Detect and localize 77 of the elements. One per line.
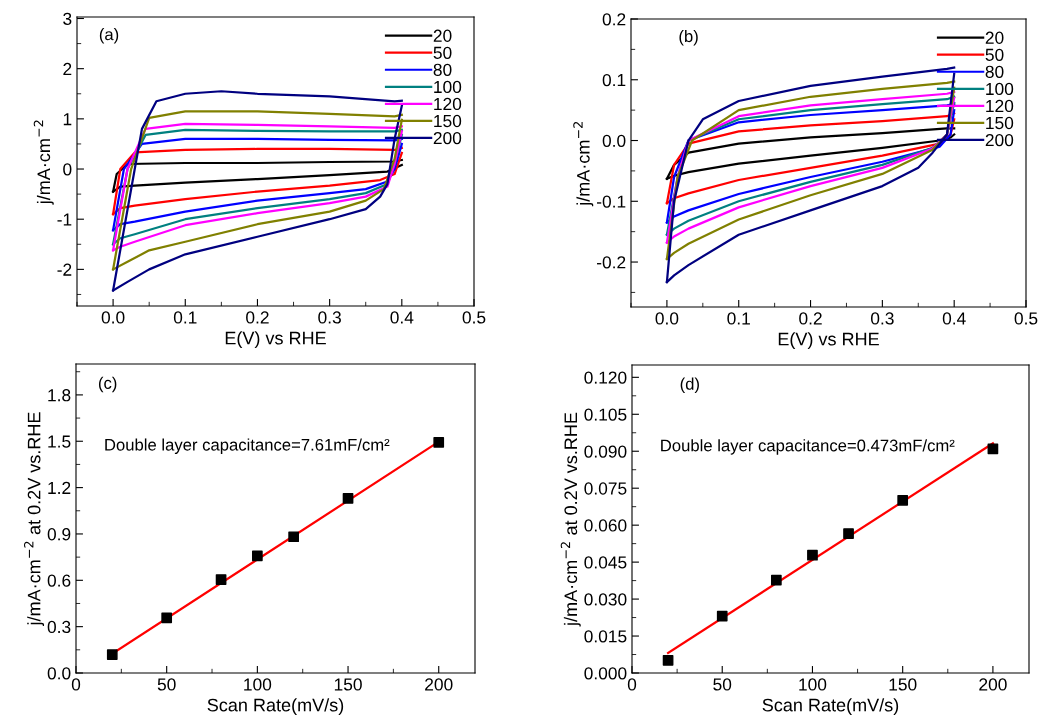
x-tick-label: 0.3 <box>318 311 341 324</box>
y-tick-label: 1.5 <box>48 435 71 448</box>
x-tick-label: 50 <box>157 678 176 691</box>
x-tick-label: 0.0 <box>655 312 679 325</box>
annotation: (a) <box>99 28 119 44</box>
y-tick-label: 0.9 <box>47 528 71 541</box>
x-tick-label: 0.2 <box>246 311 269 324</box>
legend-label: 20 <box>985 31 1004 44</box>
y-tick-label: 0 <box>63 163 72 176</box>
y-tick-label: 0.015 <box>584 630 627 643</box>
y-tick-label: 0.3 <box>47 620 71 634</box>
y-tick-label: -0.1 <box>597 195 626 208</box>
y-axis-title: j/mA·cm$^{−2}$ <box>573 122 594 207</box>
annotation: (c) <box>98 376 117 393</box>
x-tick-label: 200 <box>979 678 1007 691</box>
x-tick-label: 200 <box>425 678 453 691</box>
legend-label: 100 <box>986 82 1014 96</box>
annotation: (d) <box>680 377 699 394</box>
y-tick-label: 0.105 <box>584 408 627 421</box>
legend-label: 50 <box>433 46 452 59</box>
annotation: Double layer capacitance=0.473mF/cm² <box>661 439 955 455</box>
x-tick-label: 0.5 <box>1014 312 1038 325</box>
x-tick-label: 0 <box>71 678 81 691</box>
x-tick-label: 0.4 <box>390 311 414 324</box>
y-axis-title: j/mA·cm$^{−2}$ at 0.2V vs.RHE <box>24 412 45 626</box>
y-tick-label: 0.0 <box>47 667 71 680</box>
x-axis-title: Scan Rate(mV/s) <box>762 698 899 716</box>
y-tick-label: 0.2 <box>602 13 626 26</box>
x-tick-label: 0.0 <box>101 311 125 324</box>
legend-label: 50 <box>985 48 1004 61</box>
legend-label: 200 <box>433 131 462 145</box>
y-tick-label: 0.060 <box>584 519 627 532</box>
x-tick-label: 150 <box>889 678 917 691</box>
y-tick-label: 0.1 <box>602 73 626 87</box>
y-tick-label: 2 <box>63 62 72 75</box>
y-tick-label: 0.6 <box>47 574 71 587</box>
x-tick-label: 0.5 <box>462 311 486 324</box>
y-tick-label: 0.075 <box>584 482 627 495</box>
legend-label: 150 <box>986 116 1014 130</box>
x-tick-label: 0 <box>627 678 637 691</box>
legend-label: 120 <box>434 97 462 111</box>
y-tick-label: 1 <box>63 113 72 126</box>
annotation: Double layer capacitance=7.61mF/cm² <box>105 438 390 454</box>
y-tick-label: 3 <box>63 12 72 25</box>
x-axis-title: E(V) vs RHE <box>225 331 326 349</box>
y-tick-label: -2 <box>57 263 72 276</box>
x-tick-label: 0.1 <box>173 311 197 324</box>
annotation: (b) <box>679 29 698 46</box>
y-tick-label: 1.8 <box>48 389 71 402</box>
y-tick-label: 0.120 <box>584 371 627 384</box>
x-axis-title: E(V) vs RHE <box>778 332 879 350</box>
x-axis-title: Scan Rate(mV/s) <box>207 698 344 716</box>
x-tick-label: 50 <box>713 678 732 691</box>
x-tick-label: 0.3 <box>870 312 894 325</box>
y-tick-label: 1.2 <box>48 481 71 494</box>
y-tick-label: 0.090 <box>584 445 627 458</box>
y-tick-label: 0.0 <box>602 134 626 147</box>
legend-label: 200 <box>985 133 1014 147</box>
y-axis-title: j/mA·cm$^{−2}$ <box>33 120 54 205</box>
y-tick-label: -0.2 <box>597 256 626 269</box>
y-tick-label: 0.000 <box>584 667 627 680</box>
x-tick-label: 150 <box>334 678 362 691</box>
x-tick-label: 100 <box>244 678 272 691</box>
y-tick-label: -1 <box>57 213 72 226</box>
legend-label: 150 <box>434 114 462 128</box>
x-tick-label: 0.4 <box>942 312 966 325</box>
x-tick-label: 0.1 <box>727 312 750 325</box>
legend-label: 80 <box>985 65 1004 79</box>
x-tick-label: 0.2 <box>799 312 822 325</box>
legend-label: 100 <box>434 80 462 94</box>
y-tick-label: 0.030 <box>584 593 627 606</box>
legend-label: 80 <box>433 63 452 77</box>
legend-label: 20 <box>433 29 452 42</box>
x-tick-label: 100 <box>799 678 827 691</box>
legend-label: 120 <box>986 99 1014 113</box>
y-tick-label: 0.045 <box>584 556 627 569</box>
y-axis-title: j/mA·cm$^{−2}$ at 0.2V vs.RHE <box>560 412 581 627</box>
